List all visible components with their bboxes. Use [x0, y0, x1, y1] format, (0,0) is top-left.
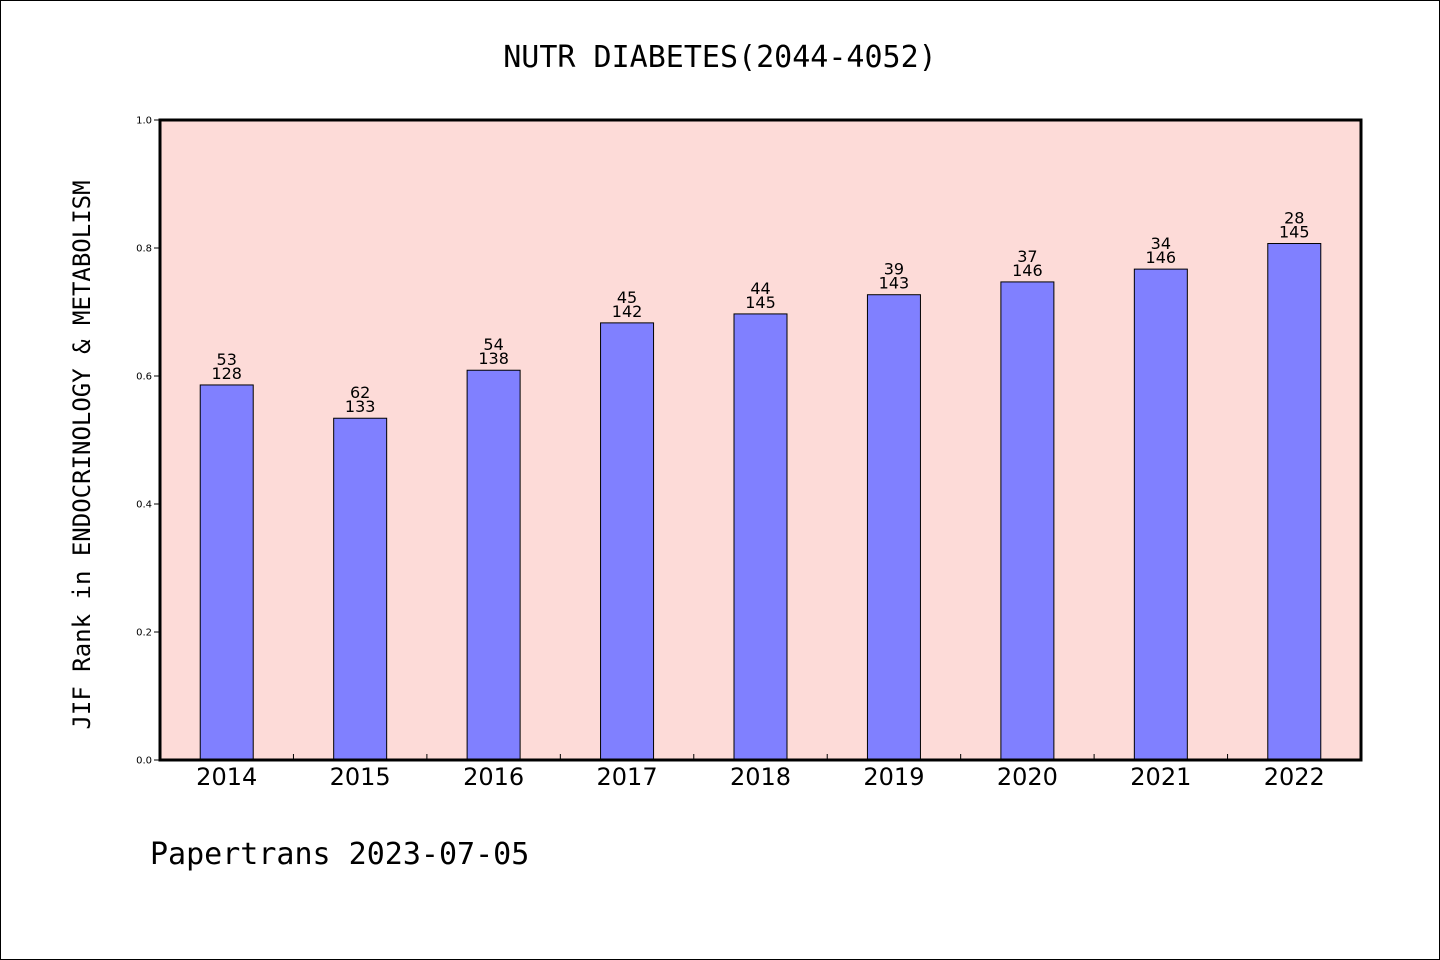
bar-total-label: 146 — [1146, 248, 1177, 267]
x-tick-label: 2021 — [1130, 763, 1191, 791]
x-tick-label: 2014 — [196, 763, 257, 791]
bar-rank-label: 34 — [1151, 234, 1171, 253]
bar-rank-label: 45 — [617, 288, 637, 307]
x-tick-label: 2015 — [330, 763, 391, 791]
y-tick-label: 1.0 — [136, 116, 152, 127]
bar-2018 — [733, 313, 788, 761]
bar-rank-label: 62 — [350, 383, 370, 402]
plot-border — [158, 118, 1363, 762]
x-tick-label: 2019 — [863, 763, 924, 791]
bar-total-label: 145 — [745, 293, 776, 312]
x-axis: 2014 2015 2016 2017 2018 2019 2020 2021 2022 — [196, 754, 1325, 791]
bar-rank-label: 53 — [217, 350, 237, 369]
x-tick-label: 2016 — [463, 763, 524, 791]
bar-2020 — [1000, 281, 1055, 761]
y-tick-label: 0.2 — [136, 628, 152, 639]
x-tick-label: 2022 — [1264, 763, 1325, 791]
bar-rank-label: 37 — [1017, 247, 1037, 266]
bar-2019 — [866, 294, 921, 761]
bar-2015 — [333, 417, 388, 761]
bars-layer: 5312862133541384514244145391433714634146… — [199, 209, 1322, 761]
y-axis-label: JIF Rank in ENDOCRINOLOGY & METABOLISM — [68, 180, 96, 729]
bar-rank-label: 28 — [1284, 209, 1304, 228]
y-axis: 0.0 0.2 0.4 0.6 0.8 1.0 — [136, 116, 160, 767]
x-tick-label: 2020 — [997, 763, 1058, 791]
bar-total-label: 146 — [1012, 261, 1043, 280]
y-tick-label: 0.0 — [136, 756, 152, 767]
y-tick-label: 0.8 — [136, 244, 152, 255]
y-tick-label: 0.6 — [136, 372, 152, 383]
bar-total-label: 128 — [211, 364, 242, 383]
bar-2017 — [600, 322, 655, 761]
bar-total-label: 143 — [879, 274, 910, 293]
bar-2021 — [1133, 268, 1188, 761]
bar-2022 — [1267, 243, 1322, 761]
x-tick-label: 2018 — [730, 763, 791, 791]
bar-rank-label: 44 — [750, 279, 770, 298]
bar-total-label: 133 — [345, 397, 376, 416]
footer-text: Papertrans 2023-07-05 — [150, 837, 529, 872]
chart-title: NUTR DIABETES(2044-4052) — [503, 40, 936, 75]
y-tick-label: 0.4 — [136, 500, 152, 511]
bar-rank-label: 39 — [884, 260, 904, 279]
bar-rank-label: 54 — [483, 335, 503, 354]
bar-total-label: 138 — [478, 349, 509, 368]
bar-2016 — [466, 369, 521, 761]
bar-total-label: 142 — [612, 302, 643, 321]
x-tick-label: 2017 — [597, 763, 658, 791]
bar-total-label: 145 — [1279, 223, 1310, 242]
bar-2014 — [199, 384, 254, 761]
